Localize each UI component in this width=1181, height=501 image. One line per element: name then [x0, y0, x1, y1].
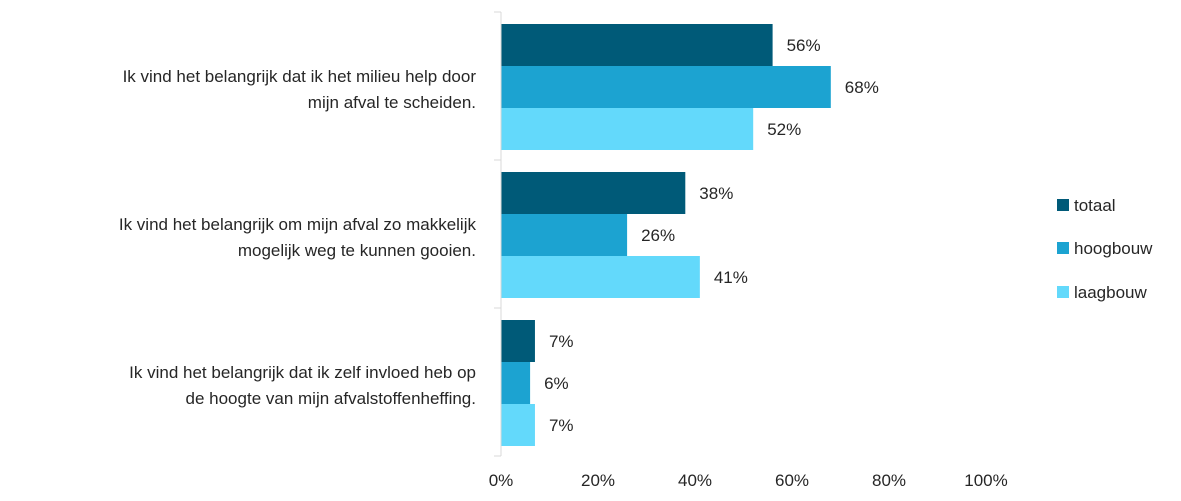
data-label-laagbouw-2: 41%	[714, 268, 748, 287]
bar-laagbouw-1	[501, 108, 754, 150]
data-label-totaal-2: 38%	[699, 184, 733, 203]
bar-laagbouw-2	[501, 256, 700, 298]
category-label-2-line-1: Ik vind het belangrijk om mijn afval zo …	[119, 215, 477, 234]
category-label-1-line-2: mijn afval te scheiden.	[308, 93, 476, 112]
x-tick-label-3: 60%	[775, 471, 809, 490]
data-label-hoogbouw-1: 68%	[845, 78, 879, 97]
x-tick-label-0: 0%	[489, 471, 514, 490]
legend-label-hoogbouw: hoogbouw	[1074, 239, 1153, 258]
category-label-2-line-2: mogelijk weg te kunnen gooien.	[238, 241, 476, 260]
x-tick-label-4: 80%	[872, 471, 906, 490]
x-tick-label-5: 100%	[964, 471, 1007, 490]
data-label-totaal-3: 7%	[549, 332, 574, 351]
legend-label-laagbouw: laagbouw	[1074, 283, 1148, 302]
bar-totaal-2	[501, 172, 686, 214]
data-label-hoogbouw-2: 26%	[641, 226, 675, 245]
bar-hoogbouw-1	[501, 66, 831, 108]
legend-swatch-laagbouw	[1057, 286, 1069, 298]
legend-swatch-hoogbouw	[1057, 242, 1069, 254]
bar-totaal-3	[501, 320, 535, 362]
category-label-1-line-1: Ik vind het belangrijk dat ik het milieu…	[123, 67, 477, 86]
x-tick-label-2: 40%	[678, 471, 712, 490]
data-label-totaal-1: 56%	[787, 36, 821, 55]
x-tick-label-1: 20%	[581, 471, 615, 490]
bar-totaal-1	[501, 24, 773, 66]
bar-hoogbouw-3	[501, 362, 531, 404]
data-label-hoogbouw-3: 6%	[544, 374, 569, 393]
legend-swatch-totaal	[1057, 199, 1069, 211]
bar-hoogbouw-2	[501, 214, 628, 256]
category-label-3-line-1: Ik vind het belangrijk dat ik zelf invlo…	[129, 363, 476, 382]
data-label-laagbouw-1: 52%	[767, 120, 801, 139]
data-label-laagbouw-3: 7%	[549, 416, 574, 435]
legend-label-totaal: totaal	[1074, 196, 1116, 215]
category-label-3-line-2: de hoogte van mijn afvalstoffenheffing.	[186, 389, 476, 408]
bar-laagbouw-3	[501, 404, 535, 446]
